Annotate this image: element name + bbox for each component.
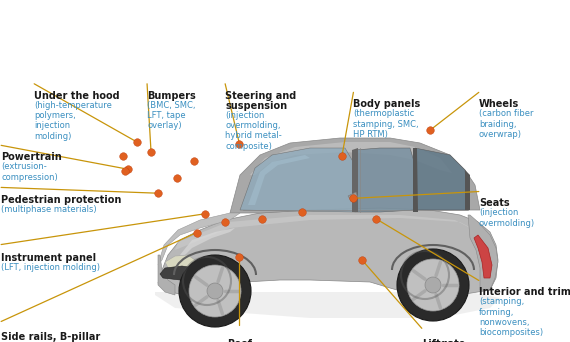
Text: Liftgate: Liftgate [422, 339, 465, 342]
Text: (carbon fiber
braiding,
overwrap): (carbon fiber braiding, overwrap) [479, 109, 534, 139]
Text: (extrusion-
compression): (extrusion- compression) [1, 162, 58, 182]
Polygon shape [240, 148, 355, 212]
Polygon shape [352, 148, 358, 212]
Text: Under the hood: Under the hood [34, 91, 120, 101]
Text: Interior and trim: Interior and trim [479, 287, 570, 297]
Polygon shape [468, 215, 498, 290]
Text: Steering and
suspension: Steering and suspension [225, 91, 296, 111]
Text: (thermoplastic
stamping, SMC,
HP RTM): (thermoplastic stamping, SMC, HP RTM) [353, 109, 419, 139]
Text: Instrument panel: Instrument panel [1, 253, 96, 263]
Circle shape [397, 249, 469, 321]
Polygon shape [230, 138, 480, 213]
Text: (BMC, SMC,
LFT, tape
overlay): (BMC, SMC, LFT, tape overlay) [147, 101, 196, 130]
Text: (stamping,
forming,
nonwovens,
biocomposites): (stamping, forming, nonwovens, biocompos… [479, 297, 543, 338]
Text: (high-temperature
polymers,
injection
molding): (high-temperature polymers, injection mo… [34, 101, 112, 141]
Polygon shape [175, 215, 475, 250]
Text: Powertrain: Powertrain [1, 152, 62, 162]
Text: Body panels: Body panels [353, 99, 421, 109]
Text: (injection
overmolding): (injection overmolding) [479, 208, 535, 228]
Text: (LFT, injection molding): (LFT, injection molding) [1, 263, 100, 272]
Polygon shape [250, 142, 452, 175]
Text: Roof: Roof [227, 339, 252, 342]
Polygon shape [348, 192, 358, 202]
Polygon shape [248, 155, 310, 205]
Polygon shape [180, 228, 235, 258]
Text: Bumpers: Bumpers [147, 91, 196, 101]
Polygon shape [413, 148, 418, 212]
Polygon shape [158, 255, 175, 295]
Text: Pedestrian protection: Pedestrian protection [1, 195, 121, 205]
Text: (multiphase materials): (multiphase materials) [1, 205, 97, 214]
Text: Side rails, B-pillar: Side rails, B-pillar [1, 332, 100, 342]
Circle shape [189, 265, 241, 317]
Polygon shape [158, 213, 240, 265]
Polygon shape [474, 235, 492, 278]
Circle shape [407, 259, 459, 311]
Polygon shape [355, 148, 415, 212]
Text: Seats: Seats [479, 198, 510, 208]
Polygon shape [155, 292, 500, 318]
Polygon shape [415, 148, 468, 210]
Circle shape [179, 255, 251, 327]
Text: Wheels: Wheels [479, 99, 519, 109]
Circle shape [207, 283, 223, 299]
Polygon shape [158, 208, 498, 298]
Polygon shape [165, 255, 195, 270]
Polygon shape [160, 266, 195, 280]
Text: (injection
overmolding,
hybrid metal-
composite): (injection overmolding, hybrid metal- co… [225, 110, 282, 151]
Circle shape [425, 277, 441, 293]
Polygon shape [465, 170, 470, 210]
